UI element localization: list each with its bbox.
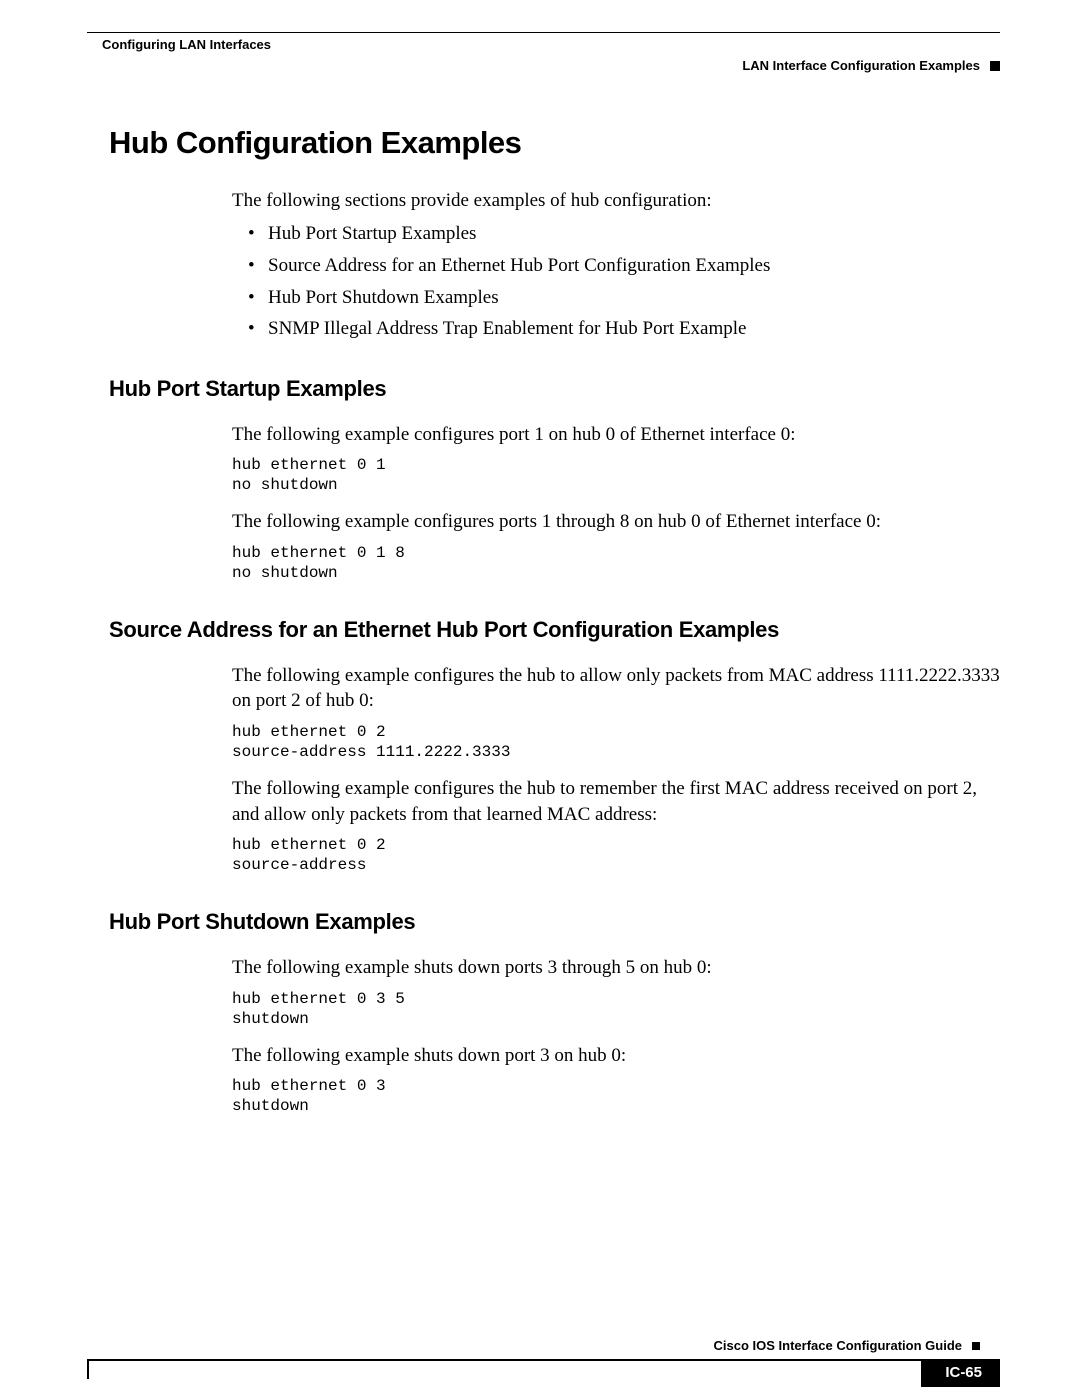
header-marker-icon	[990, 61, 1000, 71]
section-heading-shutdown: Hub Port Shutdown Examples	[109, 907, 1000, 937]
intro-paragraph: The following sections provide examples …	[232, 188, 1000, 214]
paragraph: The following example shuts down ports 3…	[232, 955, 1000, 981]
paragraph: The following example shuts down port 3 …	[232, 1043, 1000, 1069]
code-block: hub ethernet 0 3 shutdown	[232, 1076, 1000, 1116]
list-item: Hub Port Shutdown Examples	[254, 285, 1000, 311]
page-number-badge: IC-65	[921, 1359, 1000, 1387]
footer-guide-wrap: Cisco IOS Interface Configuration Guide	[714, 1337, 980, 1355]
paragraph: The following example configures ports 1…	[232, 509, 1000, 535]
paragraph: The following example configures the hub…	[232, 663, 1000, 714]
header-rule	[87, 32, 1000, 33]
list-item: Hub Port Startup Examples	[254, 221, 1000, 247]
list-item: SNMP Illegal Address Trap Enablement for…	[254, 316, 1000, 342]
footer-rule	[87, 1359, 1000, 1361]
code-block: hub ethernet 0 1 no shutdown	[232, 455, 1000, 495]
section-heading-startup: Hub Port Startup Examples	[109, 374, 1000, 404]
paragraph: The following example configures the hub…	[232, 776, 1000, 827]
page-content: Hub Configuration Examples The following…	[109, 122, 1000, 1130]
header-chapter: Configuring LAN Interfaces	[102, 36, 271, 54]
paragraph: The following example configures port 1 …	[232, 422, 1000, 448]
header-section: LAN Interface Configuration Examples	[742, 57, 980, 75]
section-heading-source: Source Address for an Ethernet Hub Port …	[109, 615, 1000, 645]
code-block: hub ethernet 0 2 source-address 1111.222…	[232, 722, 1000, 762]
code-block: hub ethernet 0 1 8 no shutdown	[232, 543, 1000, 583]
intro-bullet-list: Hub Port Startup Examples Source Address…	[232, 221, 1000, 342]
code-block: hub ethernet 0 3 5 shutdown	[232, 989, 1000, 1029]
header-section-wrap: LAN Interface Configuration Examples	[742, 57, 1000, 75]
code-block: hub ethernet 0 2 source-address	[232, 835, 1000, 875]
footer-marker-icon	[972, 1342, 980, 1350]
list-item: Source Address for an Ethernet Hub Port …	[254, 253, 1000, 279]
footer-guide-text: Cisco IOS Interface Configuration Guide	[714, 1337, 962, 1355]
page-title: Hub Configuration Examples	[109, 122, 1000, 164]
footer-left-tick	[87, 1361, 89, 1379]
